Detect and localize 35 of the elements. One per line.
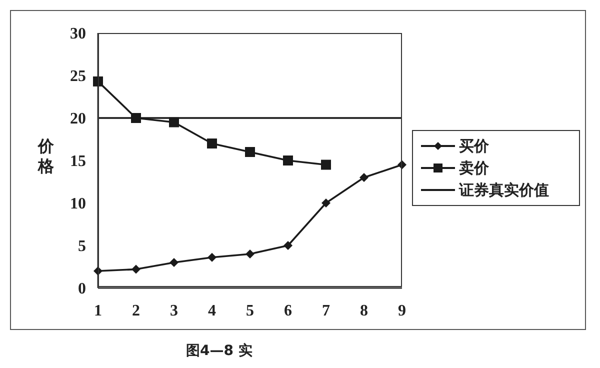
point	[207, 138, 217, 148]
x-tick-label: 1	[94, 302, 102, 320]
y-tick-label: 20	[70, 110, 86, 128]
x-tick-label: 6	[284, 302, 292, 320]
point	[131, 113, 141, 123]
caption: 图4—8 实	[186, 342, 252, 360]
point	[132, 264, 140, 274]
x-tick-label: 2	[132, 302, 140, 320]
x-tick-label: 7	[322, 302, 330, 320]
point	[360, 173, 368, 182]
point	[284, 241, 292, 250]
point	[246, 250, 254, 258]
y-tick-label: 10	[70, 196, 86, 213]
point	[208, 252, 216, 262]
y-tick-label: 15	[70, 153, 86, 170]
point	[245, 147, 255, 157]
legend-label: 证券真实价值	[459, 180, 549, 200]
x-tick-label: 8	[360, 302, 368, 320]
y-tick-label: 30	[70, 26, 86, 43]
point	[169, 117, 179, 128]
point	[170, 258, 178, 267]
legend-label: 卖价	[459, 158, 489, 178]
x-tick-label: 4	[208, 302, 216, 320]
x-tick-label: 9	[398, 302, 406, 320]
legend-label: 买价	[459, 136, 489, 156]
y-tick-label: 0	[78, 280, 86, 298]
point	[322, 198, 330, 208]
point	[321, 160, 331, 170]
y-tick-label: 25	[70, 68, 86, 86]
point	[93, 76, 103, 86]
x-tick-label: 5	[246, 302, 254, 320]
y-tick-label: 5	[78, 238, 86, 256]
x-tick-label: 3	[170, 302, 178, 320]
y-axis-title: 价格	[37, 136, 55, 176]
point	[283, 156, 293, 166]
